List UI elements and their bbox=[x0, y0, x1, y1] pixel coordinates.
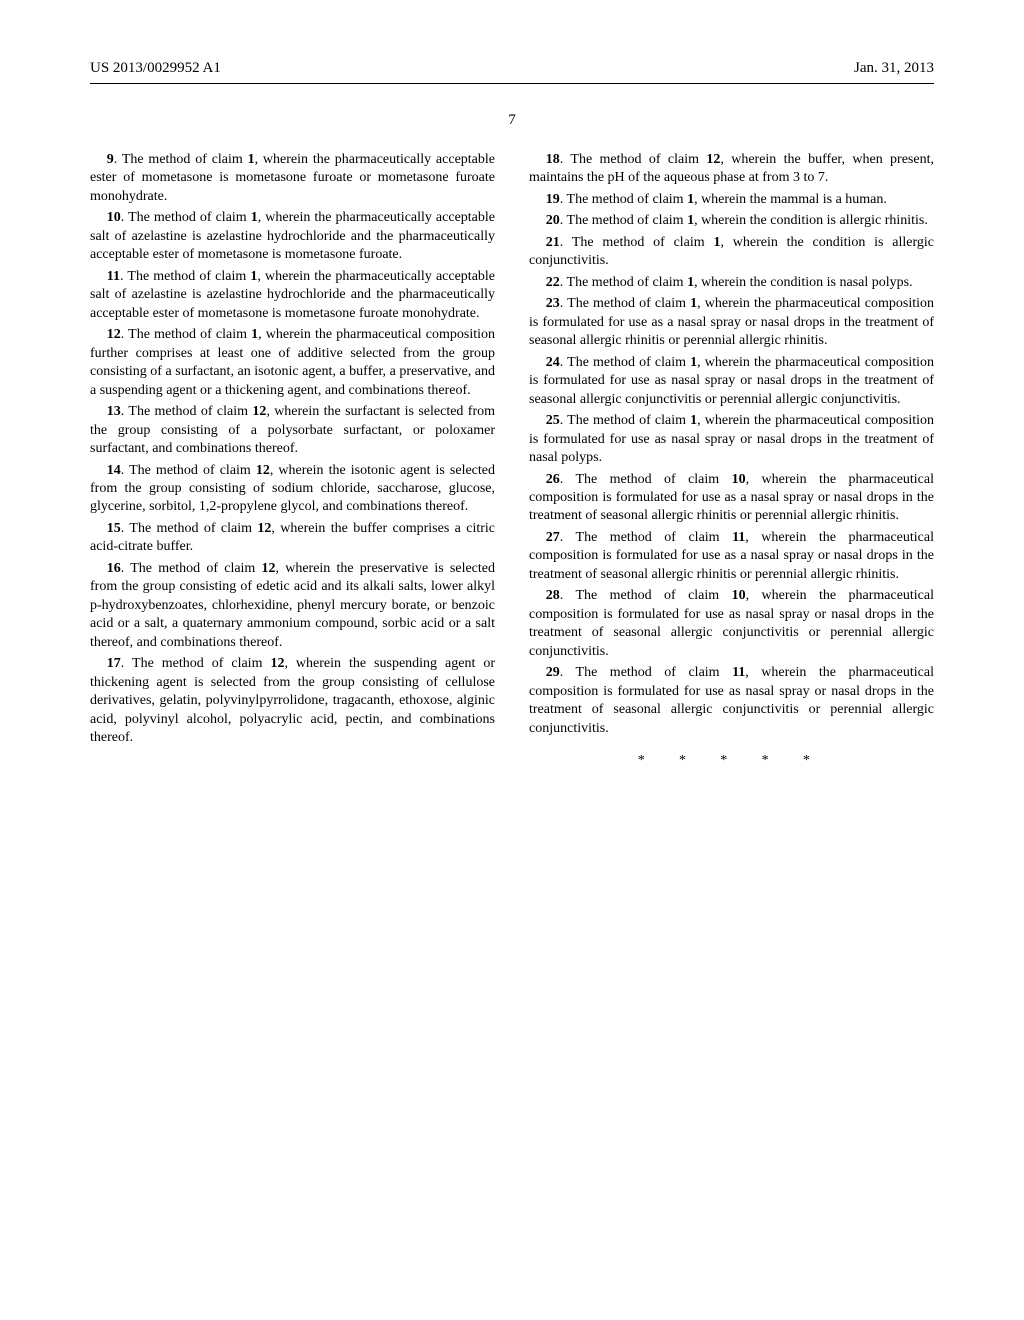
claim-text: , wherein the buffer, when present, main… bbox=[529, 152, 934, 185]
claim: 12. The method of claim 1, wherein the p… bbox=[90, 326, 495, 400]
claim-text: , wherein the mammal is a human. bbox=[694, 192, 887, 207]
claim-ref: 12 bbox=[252, 404, 266, 419]
header-rule bbox=[90, 83, 934, 84]
claim-number: 22 bbox=[546, 275, 560, 290]
claim: 22. The method of claim 1, wherein the c… bbox=[529, 274, 934, 292]
claim-number: 9 bbox=[107, 152, 114, 167]
claim-ref: 12 bbox=[262, 561, 276, 576]
claim: 16. The method of claim 12, wherein the … bbox=[90, 560, 495, 652]
claim-number: 28 bbox=[546, 588, 560, 603]
claim-text: , wherein the pharmaceutically acceptabl… bbox=[90, 269, 495, 321]
claim-ref: 1 bbox=[687, 192, 694, 207]
claim-number: 18 bbox=[546, 152, 560, 167]
claim-ref: 11 bbox=[732, 530, 745, 545]
claim-number: 19 bbox=[546, 192, 560, 207]
claim: 10. The method of claim 1, wherein the p… bbox=[90, 209, 495, 264]
claim-ref: 12 bbox=[270, 656, 284, 671]
claim-number: 13 bbox=[107, 404, 121, 419]
claim-text: , wherein the pharmaceutical composition… bbox=[529, 355, 934, 407]
claim-number: 26 bbox=[546, 472, 560, 487]
claim-number: 25 bbox=[546, 413, 560, 428]
claim-ref: 1 bbox=[251, 210, 258, 225]
claim-ref: 1 bbox=[687, 213, 694, 228]
publication-number: US 2013/0029952 A1 bbox=[90, 60, 221, 77]
claim-text: , wherein the pharmaceutical composition… bbox=[90, 327, 495, 397]
claim-ref: 10 bbox=[732, 588, 746, 603]
claim-number: 12 bbox=[107, 327, 121, 342]
claim: 21. The method of claim 1, wherein the c… bbox=[529, 234, 934, 271]
claim: 13. The method of claim 12, wherein the … bbox=[90, 403, 495, 458]
claim-text: , wherein the pharmaceutical composition… bbox=[529, 296, 934, 348]
claim-ref: 12 bbox=[706, 152, 720, 167]
claim-number: 29 bbox=[546, 665, 560, 680]
claim-text: , wherein the pharmaceutical composition… bbox=[529, 413, 934, 465]
claim-ref: 10 bbox=[732, 472, 746, 487]
claim-text: , wherein the suspending agent or thicke… bbox=[90, 656, 495, 745]
claim-number: 10 bbox=[107, 210, 121, 225]
claim: 17. The method of claim 12, wherein the … bbox=[90, 655, 495, 747]
claim: 19. The method of claim 1, wherein the m… bbox=[529, 191, 934, 209]
claim: 14. The method of claim 12, wherein the … bbox=[90, 462, 495, 517]
claim: 24. The method of claim 1, wherein the p… bbox=[529, 354, 934, 409]
claim: 23. The method of claim 1, wherein the p… bbox=[529, 295, 934, 350]
page-number: 7 bbox=[90, 112, 934, 129]
claim: 26. The method of claim 10, wherein the … bbox=[529, 471, 934, 526]
claim-number: 21 bbox=[546, 235, 560, 250]
claim-ref: 1 bbox=[248, 152, 255, 167]
claim-number: 15 bbox=[107, 521, 121, 536]
claim: 18. The method of claim 12, wherein the … bbox=[529, 151, 934, 188]
claim-number: 20 bbox=[546, 213, 560, 228]
claim: 27. The method of claim 11, wherein the … bbox=[529, 529, 934, 584]
claim-text: , wherein the condition is nasal polyps. bbox=[694, 275, 913, 290]
claim-number: 17 bbox=[107, 656, 121, 671]
end-marker: * * * * * bbox=[529, 752, 934, 770]
claim: 29. The method of claim 11, wherein the … bbox=[529, 664, 934, 738]
claim-ref: 11 bbox=[732, 665, 745, 680]
claim-number: 27 bbox=[546, 530, 560, 545]
claim-text: , wherein the surfactant is selected fro… bbox=[90, 404, 495, 456]
claim-ref: 1 bbox=[687, 275, 694, 290]
claim: 11. The method of claim 1, wherein the p… bbox=[90, 268, 495, 323]
claim-text: , wherein the preservative is selected f… bbox=[90, 561, 495, 650]
claim-number: 16 bbox=[107, 561, 121, 576]
claims-body: 9. The method of claim 1, wherein the ph… bbox=[90, 151, 934, 771]
claim-text: , wherein the buffer comprises a citric … bbox=[90, 521, 495, 554]
claim-number: 14 bbox=[107, 463, 121, 478]
claim: 20. The method of claim 1, wherein the c… bbox=[529, 212, 934, 230]
patent-page: US 2013/0029952 A1 Jan. 31, 2013 7 9. Th… bbox=[0, 0, 1024, 1320]
claim: 28. The method of claim 10, wherein the … bbox=[529, 587, 934, 661]
claim-ref: 12 bbox=[256, 463, 270, 478]
claim-text: , wherein the isotonic agent is selected… bbox=[90, 463, 495, 515]
claim-number: 23 bbox=[546, 296, 560, 311]
claim-text: , wherein the condition is allergic conj… bbox=[529, 235, 934, 268]
claim-text: , wherein the pharmaceutically acceptabl… bbox=[90, 210, 495, 262]
page-header: US 2013/0029952 A1 Jan. 31, 2013 bbox=[90, 60, 934, 77]
claim-number: 24 bbox=[546, 355, 560, 370]
publication-date: Jan. 31, 2013 bbox=[854, 60, 934, 77]
claim-text: , wherein the condition is allergic rhin… bbox=[694, 213, 928, 228]
claim: 25. The method of claim 1, wherein the p… bbox=[529, 412, 934, 467]
claim: 9. The method of claim 1, wherein the ph… bbox=[90, 151, 495, 206]
claim-number: 11 bbox=[107, 269, 120, 284]
claim: 15. The method of claim 12, wherein the … bbox=[90, 520, 495, 557]
claim-ref: 12 bbox=[257, 521, 271, 536]
claim-text: , wherein the pharmaceutically acceptabl… bbox=[90, 152, 495, 204]
